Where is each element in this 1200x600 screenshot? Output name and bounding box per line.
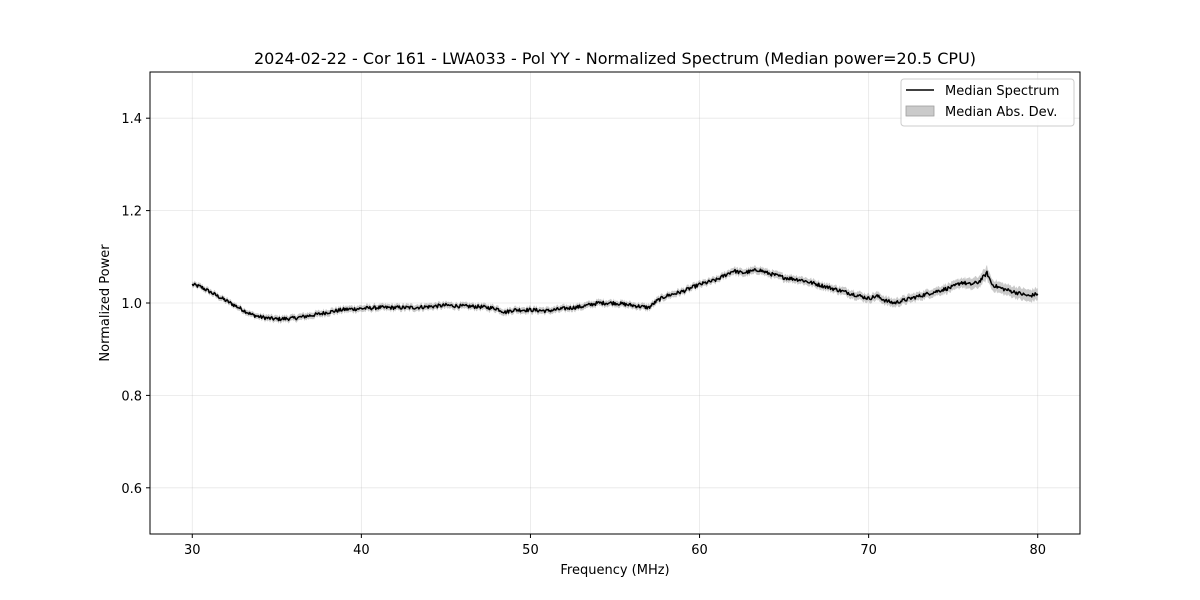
x-tick-label: 80	[1029, 543, 1046, 558]
y-tick-label: 1.4	[121, 112, 142, 127]
y-axis-ticks: 0.6 0.8 1.0 1.2 1.4	[121, 112, 150, 497]
y-axis-label: Normalized Power	[98, 244, 113, 362]
y-tick-label: 1.0	[121, 297, 142, 312]
legend-label-median-spectrum: Median Spectrum	[945, 84, 1059, 99]
legend-label-median-abs-dev: Median Abs. Dev.	[945, 105, 1057, 120]
y-tick-label: 1.2	[121, 205, 142, 220]
legend: Median Spectrum Median Abs. Dev.	[900, 78, 1075, 127]
y-tick-label: 0.8	[121, 389, 142, 404]
x-axis-label: Frequency (MHz)	[560, 563, 669, 578]
x-tick-label: 50	[522, 543, 539, 558]
y-tick-label: 0.6	[121, 482, 142, 497]
legend-band-swatch	[905, 105, 935, 117]
x-tick-label: 40	[353, 543, 370, 558]
median-spectrum-line	[191, 268, 1039, 322]
x-tick-label: 60	[691, 543, 708, 558]
median-abs-dev-band	[192, 264, 1038, 324]
x-tick-label: 70	[860, 543, 877, 558]
chart-title: 2024-02-22 - Cor 161 - LWA033 - Pol YY -…	[254, 49, 976, 68]
legend-box	[900, 78, 1075, 127]
x-tick-label: 30	[184, 543, 201, 558]
x-axis-ticks: 30 40 50 60 70 80	[184, 534, 1046, 558]
